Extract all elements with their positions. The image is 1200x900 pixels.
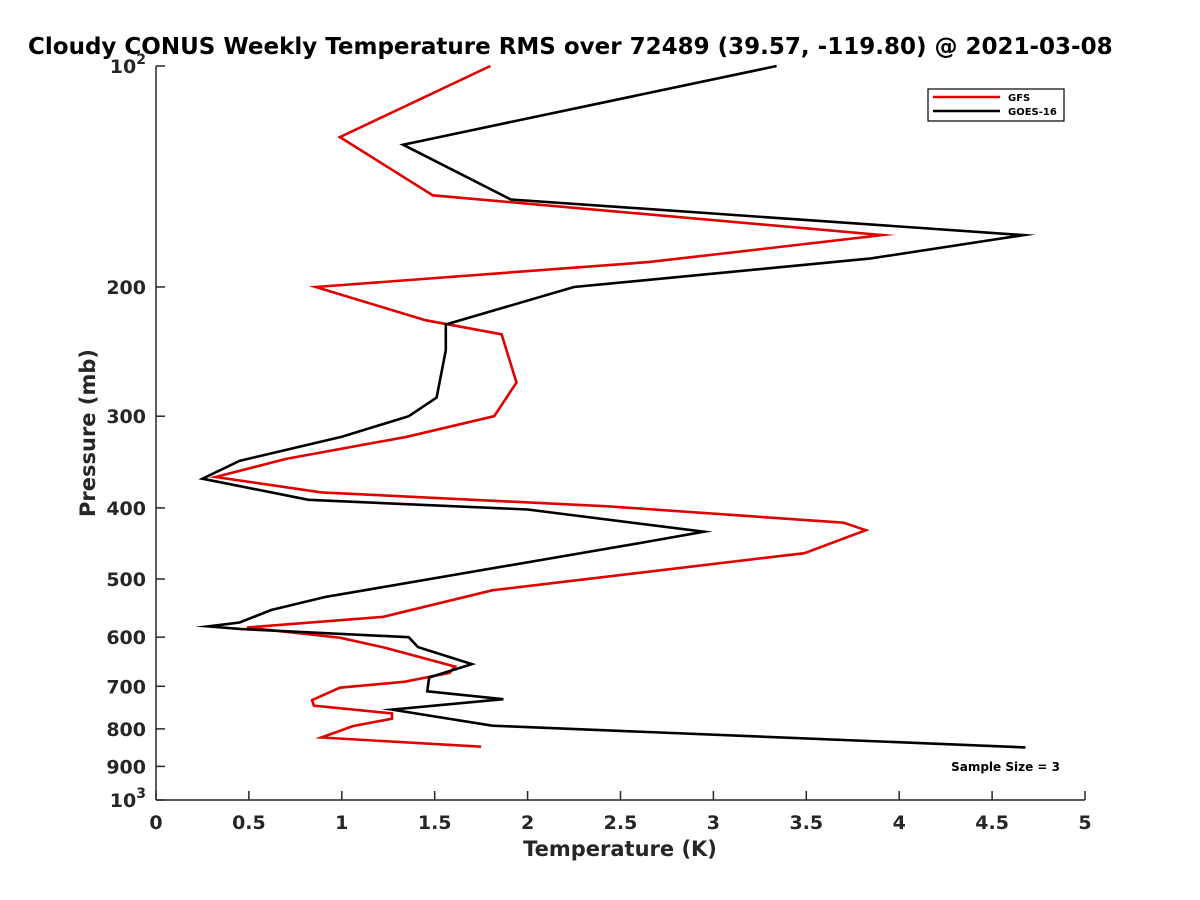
y-tick-label-exponent: 3 bbox=[136, 786, 146, 802]
y-axis-label: Pressure (mb) bbox=[76, 349, 100, 517]
x-tick-label: 1.5 bbox=[418, 812, 452, 834]
legend-label-goes16: GOES-16 bbox=[1008, 107, 1057, 118]
x-axis-ticks: 0 0.5 1 1.5 2 2.5 3 3.5 4 4.5 5 bbox=[149, 791, 1092, 834]
legend-box bbox=[927, 88, 1065, 122]
y-tick-label: 700 bbox=[106, 676, 146, 698]
x-tick-label: 0.5 bbox=[232, 812, 266, 834]
x-tick-label: 0 bbox=[149, 812, 162, 834]
x-tick-label: 3.5 bbox=[789, 812, 823, 834]
y-tick-label: 600 bbox=[106, 627, 146, 649]
y-tick-label: 103 bbox=[110, 786, 146, 812]
y-tick-label: 400 bbox=[106, 498, 146, 520]
sample-size-annotation: Sample Size = 3 bbox=[951, 760, 1060, 774]
legend: GFS GOES-16 bbox=[927, 88, 1065, 122]
y-tick-label-base: 10 bbox=[110, 790, 136, 812]
y-tick-label: 200 bbox=[106, 277, 146, 299]
y-tick-label: 900 bbox=[106, 756, 146, 778]
x-tick-label: 2 bbox=[521, 812, 534, 834]
y-tick-label-exponent: 2 bbox=[136, 52, 146, 68]
chart-title: Cloudy CONUS Weekly Temperature RMS over… bbox=[28, 34, 1113, 60]
x-tick-label: 5 bbox=[1078, 812, 1091, 834]
y-tick-label-base: 10 bbox=[110, 56, 136, 78]
x-tick-label: 1 bbox=[335, 812, 348, 834]
x-tick-label: 3 bbox=[707, 812, 720, 834]
y-tick-label: 300 bbox=[106, 406, 146, 428]
x-tick-label: 2.5 bbox=[604, 812, 638, 834]
y-tick-label: 800 bbox=[106, 719, 146, 741]
plot-area: 0 0.5 1 1.5 2 2.5 3 3.5 4 4.5 5 102200300400500600… bbox=[106, 52, 1091, 834]
legend-label-gfs: GFS bbox=[1008, 93, 1030, 104]
x-tick-label: 4 bbox=[893, 812, 906, 834]
y-tick-label: 102 bbox=[110, 52, 146, 78]
x-axis-label: Temperature (K) bbox=[523, 837, 717, 861]
series-lines bbox=[195, 64, 1036, 749]
y-tick-label: 500 bbox=[106, 569, 146, 591]
x-tick-label: 4.5 bbox=[975, 812, 1009, 834]
series-line-gfs bbox=[208, 64, 896, 748]
